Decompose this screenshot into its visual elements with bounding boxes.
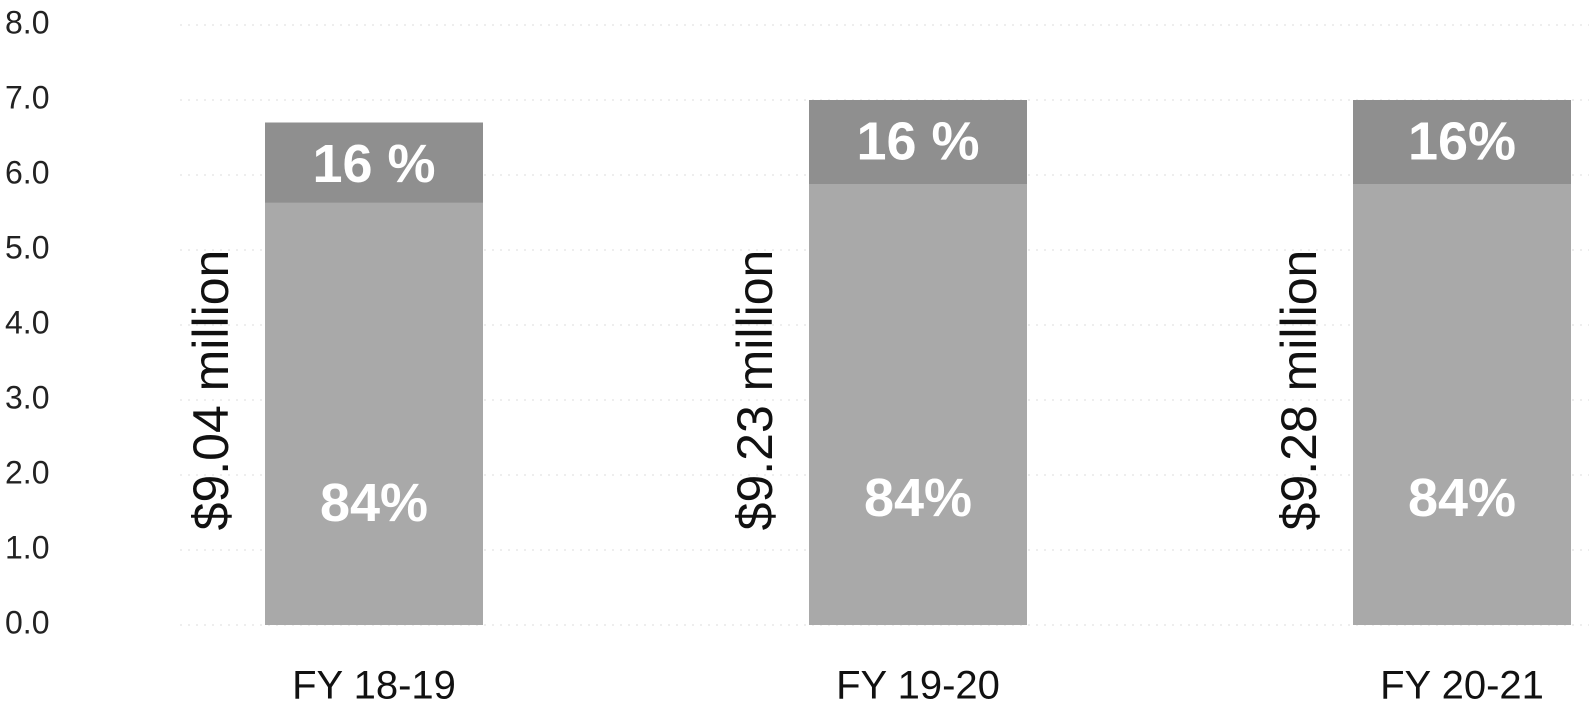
y-tick-label: 0.0 bbox=[5, 604, 49, 640]
total-label: $9.23 million bbox=[727, 250, 783, 531]
segment-label: 16 % bbox=[312, 134, 435, 194]
y-tick-label: 8.0 bbox=[5, 4, 49, 40]
bar-segment bbox=[265, 122, 483, 203]
bar-segment bbox=[1353, 184, 1571, 625]
total-label: $9.04 million bbox=[183, 250, 239, 531]
y-tick-label: 4.0 bbox=[5, 304, 49, 340]
y-tick-label: 7.0 bbox=[5, 79, 49, 115]
x-tick-label: FY 20-21 bbox=[1380, 664, 1544, 708]
y-tick-label: 6.0 bbox=[5, 154, 49, 190]
segment-label: 84% bbox=[1408, 468, 1516, 528]
total-label: $9.28 million bbox=[1271, 250, 1327, 531]
segment-label: 16% bbox=[1408, 111, 1516, 171]
y-tick-label: 5.0 bbox=[5, 229, 49, 265]
y-tick-label: 3.0 bbox=[5, 379, 49, 415]
segment-label: 84% bbox=[864, 468, 972, 528]
x-tick-label: FY 18-19 bbox=[292, 664, 456, 708]
y-tick-label: 1.0 bbox=[5, 529, 49, 565]
bar-segment bbox=[809, 184, 1027, 625]
segment-label: 84% bbox=[320, 473, 428, 533]
x-tick-label: FY 19-20 bbox=[836, 664, 1000, 708]
segment-label: 16 % bbox=[856, 111, 979, 171]
bar-segment bbox=[1353, 100, 1571, 184]
bar-segment bbox=[265, 202, 483, 625]
bar-segment bbox=[809, 100, 1027, 184]
y-tick-label: 2.0 bbox=[5, 454, 49, 490]
